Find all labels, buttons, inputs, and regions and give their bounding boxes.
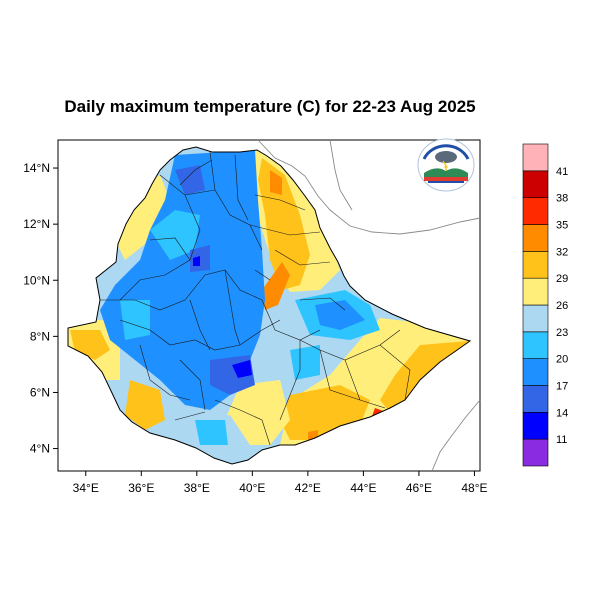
admin-boundary <box>224 269 241 346</box>
lat-tick-label: 4°N <box>30 442 50 456</box>
colorbar-label: 11 <box>556 434 567 446</box>
colorbar-swatch <box>522 251 549 279</box>
lat-tick-label: 8°N <box>30 329 50 343</box>
lat-tick-label: 10°N <box>23 273 50 287</box>
colorbar-swatch <box>522 224 549 252</box>
admin-boundary <box>174 411 206 421</box>
colorbar-swatch <box>522 277 549 306</box>
admin-boundary <box>254 194 306 211</box>
admin-boundary <box>179 359 206 411</box>
admin-boundary <box>261 299 321 341</box>
colorbar-label: 41 <box>556 166 568 178</box>
admin-boundary <box>299 297 346 311</box>
colorbar-label: 17 <box>556 381 568 393</box>
admin-boundary <box>234 154 249 221</box>
cool-zone <box>150 210 200 260</box>
admin-boundary <box>100 269 263 311</box>
colorbar-label: 35 <box>556 220 568 232</box>
lon-tick-label: 38°E <box>184 481 210 495</box>
colorbar-swatch <box>522 331 549 359</box>
colorbar-label: 26 <box>556 300 568 312</box>
colorbar-label: 23 <box>556 327 568 339</box>
admin-boundary <box>214 399 271 446</box>
admin-boundary <box>319 349 386 409</box>
longitude-axis: 34°E 36°E 38°E 40°E 42°E 44°E 46°E 48°E <box>73 471 488 495</box>
lon-tick-label: 42°E <box>295 481 321 495</box>
colorbar-label: 20 <box>556 354 568 366</box>
lon-tick-label: 34°E <box>73 481 99 495</box>
admin-boundary <box>209 151 263 251</box>
ethiopian-meteorology-logo <box>417 138 475 192</box>
colorbar-swatch <box>522 358 549 386</box>
lon-tick-label: 48°E <box>461 481 487 495</box>
cool-zone <box>290 345 320 380</box>
cool-zone <box>120 300 150 340</box>
lat-tick-label: 6°N <box>30 385 50 399</box>
warm-zone <box>270 170 282 195</box>
lon-tick-label: 46°E <box>406 481 432 495</box>
colorbar-swatch <box>522 304 549 333</box>
admin-boundary <box>379 344 411 401</box>
colorbar-swatch <box>522 197 549 225</box>
admin-boundary <box>254 269 271 281</box>
colorbar-swatch <box>522 412 549 440</box>
warm-zone <box>125 380 165 430</box>
admin-boundaries <box>100 151 411 446</box>
lon-tick-label: 36°E <box>128 481 154 495</box>
colorbar-swatch <box>522 143 549 172</box>
cool-zone <box>195 420 228 445</box>
cool-zone <box>315 300 365 330</box>
admin-boundary <box>179 159 213 186</box>
admin-boundary <box>184 189 216 196</box>
colorbar-label: 38 <box>556 193 568 205</box>
warm-zone <box>262 262 290 310</box>
colorbar-swatch <box>522 170 549 198</box>
admin-boundary <box>249 224 321 236</box>
lon-tick-label: 40°E <box>239 481 265 495</box>
latitude-axis: 4°N 6°N 8°N 10°N 12°N 14°N <box>23 161 58 456</box>
admin-boundary <box>279 340 301 421</box>
lat-tick-label: 14°N <box>23 161 50 175</box>
cool-zone <box>100 150 265 410</box>
colorbar-swatch <box>522 438 549 467</box>
cool-zone <box>175 165 205 195</box>
lon-tick-label: 44°E <box>350 481 376 495</box>
admin-boundary <box>274 249 331 266</box>
somalia-coast <box>431 399 481 472</box>
red-sea-coast <box>257 139 481 235</box>
warm-zone <box>225 380 290 445</box>
colorbar-label: 14 <box>556 407 568 419</box>
admin-boundary <box>139 344 191 401</box>
colorbar-swatch <box>522 385 549 413</box>
admin-boundary <box>149 237 191 261</box>
map-panel <box>57 138 481 472</box>
colorbar-label: 29 <box>556 273 568 285</box>
colorbar-label: 32 <box>556 246 568 258</box>
ethiopia-outline <box>67 146 472 465</box>
lat-tick-label: 12°N <box>23 217 50 231</box>
cool-zones <box>100 150 380 462</box>
admin-boundary <box>344 359 361 401</box>
cool-zone <box>193 256 200 266</box>
admin-boundary <box>119 319 281 351</box>
temperature-colorbar: 11 14 17 20 23 26 29 32 35 38 41 <box>522 143 568 467</box>
gulf-of-aden-coast <box>329 139 353 211</box>
admin-boundary <box>189 299 211 351</box>
neighbor-borders <box>257 139 481 472</box>
map-title: Daily maximum temperature (C) for 22-23 … <box>64 97 475 116</box>
cool-zone <box>232 360 252 378</box>
